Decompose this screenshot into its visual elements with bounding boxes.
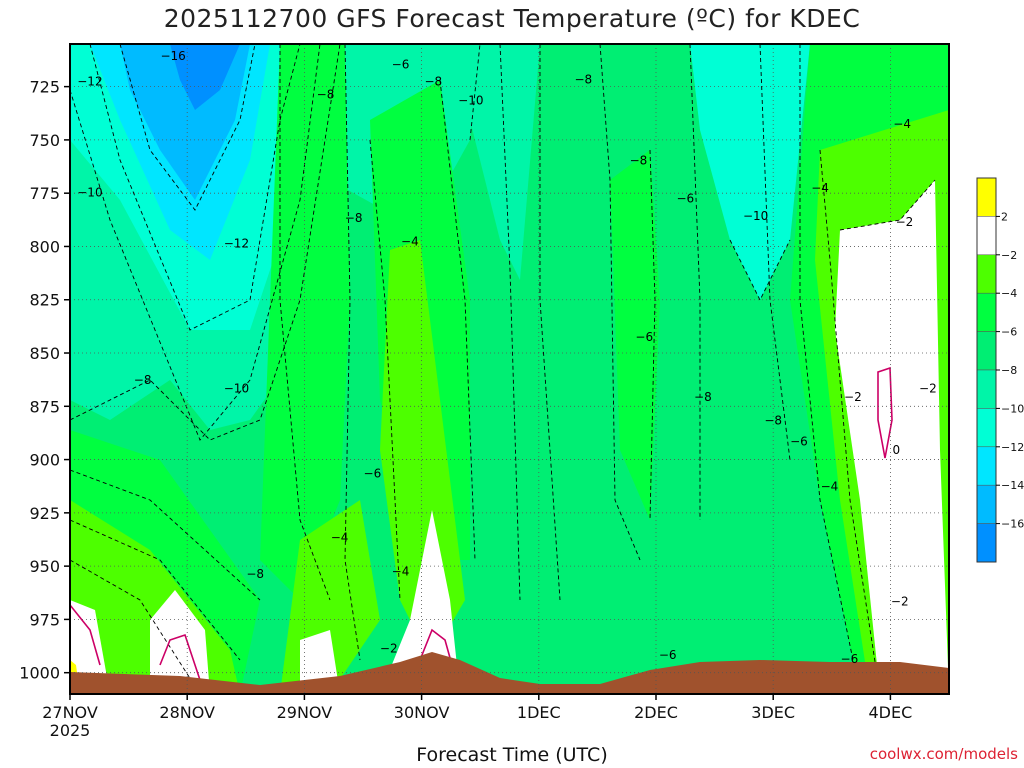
contour-label: −10 — [458, 94, 483, 108]
contour-label: −6 — [364, 467, 382, 481]
x-axis: 27NOV 28NOV 29NOV 30NOV 1DEC 2DEC 3DEC 4DEC 2025 — [42, 694, 912, 740]
y-tick-label: 725 — [29, 78, 60, 97]
colorbar-tick-label: −4 — [1001, 287, 1017, 300]
colorbar-swatch — [976, 408, 997, 448]
contour-label: −8 — [345, 211, 363, 225]
region-minus-6d — [610, 150, 660, 520]
y-tick-label: 875 — [29, 397, 60, 416]
contour-label: −6 — [841, 652, 859, 666]
contour-label: −8 — [694, 390, 712, 404]
contour-label: −4 — [331, 531, 349, 545]
contour-label: −12 — [224, 236, 249, 250]
x-axis-label: Forecast Time (UTC) — [416, 744, 608, 766]
contour-label: −6 — [659, 648, 677, 662]
y-tick-label: 1000 — [19, 664, 60, 683]
x-tick-label: 1DEC — [517, 703, 561, 722]
region-minus-4b — [380, 240, 465, 660]
y-tick-label: 850 — [29, 344, 60, 363]
contour-label: −8 — [134, 373, 152, 387]
colorbar-swatch — [976, 216, 997, 256]
x-tick-label: 28NOV — [159, 703, 215, 722]
contour-label: −4 — [811, 181, 829, 195]
contour-label: −10 — [77, 185, 102, 199]
region-minus-6a — [260, 44, 350, 600]
contour-label: −2 — [891, 594, 909, 608]
colorbar-tick-label: −16 — [1001, 518, 1024, 531]
grid-lines — [69, 44, 949, 694]
contour-label: −8 — [764, 413, 782, 427]
contour-label: −2 — [919, 381, 937, 395]
y-tick-label: 750 — [29, 131, 60, 150]
contour-label: −16 — [160, 49, 185, 63]
colorbar-legend: 2 −2 −4 −6 −8 −10 −12 −14 −16 — [976, 177, 1024, 563]
contour-label: −6 — [635, 330, 653, 344]
contour-label: −4 — [821, 479, 839, 493]
colorbar-tick-label: −8 — [1001, 364, 1017, 377]
x-tick-label: 29NOV — [277, 703, 333, 722]
colorbar-tick-label: −12 — [1001, 441, 1024, 454]
colorbar-swatch — [976, 254, 997, 294]
contour-label: −4 — [392, 565, 410, 579]
contour-label: −6 — [392, 57, 410, 71]
x-year-label: 2025 — [50, 721, 91, 740]
colorbar-swatch — [976, 484, 997, 524]
contour-label: −2 — [896, 215, 914, 229]
region-minus-12b — [690, 44, 810, 300]
contour-label: −2 — [844, 390, 862, 404]
colorbar-swatch — [976, 523, 997, 563]
region-minus-10b — [440, 44, 540, 280]
zero-contours — [70, 366, 893, 681]
y-tick-label: 925 — [29, 504, 60, 523]
colorbar-tick-label: 2 — [1001, 210, 1008, 223]
plot-area — [70, 44, 949, 694]
contour-label: −8 — [246, 567, 264, 581]
source-credit: coolwx.com/models — [869, 745, 1018, 763]
y-tick-label: 800 — [29, 237, 60, 256]
contour-label: 0 — [892, 443, 900, 457]
region-minus-2a — [835, 180, 949, 694]
contour-label: −10 — [224, 381, 249, 395]
contour-label: −4 — [893, 117, 911, 131]
region-minus-2c — [380, 510, 460, 694]
x-tick-label: 4DEC — [869, 703, 913, 722]
contour-label: −2 — [380, 641, 398, 655]
y-tick-label: 975 — [29, 610, 60, 629]
region-minus-2b — [150, 590, 210, 694]
colorbar-tick-label: −6 — [1001, 326, 1017, 339]
colorbar-tick-label: −10 — [1001, 402, 1024, 415]
y-axis: 725 750 775 800 825 850 875 900 925 950 975 1000 — [19, 78, 70, 683]
y-tick-label: 950 — [29, 557, 60, 576]
contour-label: −4 — [401, 234, 419, 248]
colorbar-swatch — [976, 331, 997, 371]
contour-label: −6 — [676, 192, 694, 206]
contour-label: −8 — [317, 87, 335, 101]
x-tick-label: 30NOV — [394, 703, 450, 722]
region-minus-2d — [70, 600, 110, 694]
colorbar-swatch — [976, 292, 997, 332]
contour-label: −10 — [743, 209, 768, 223]
x-tick-label: 3DEC — [751, 703, 795, 722]
colorbar-tick-label: −2 — [1001, 249, 1017, 262]
contour-labels: −16 −12 −10 −12 −10 −8 −8 −6 −8 −10 −8 −8 −8 −4 −6 −10 −… — [77, 49, 937, 666]
y-tick-label: 825 — [29, 291, 60, 310]
x-tick-label: 2DEC — [634, 703, 678, 722]
contour-label: −8 — [424, 74, 442, 88]
colorbar-tick-label: −14 — [1001, 479, 1024, 492]
chart-title: 2025112700 GFS Forecast Temperature (ºC)… — [163, 4, 861, 33]
colorbar-swatch — [976, 369, 997, 409]
contour-label: −8 — [630, 153, 648, 167]
plot-frame — [69, 43, 950, 695]
x-tick-label: 27NOV — [42, 703, 98, 722]
contour-label: −12 — [77, 74, 102, 88]
colorbar-swatch — [976, 446, 997, 486]
contour-lines — [70, 44, 936, 694]
y-tick-label: 775 — [29, 184, 60, 203]
colorbar-swatch — [976, 177, 997, 217]
y-tick-label: 900 — [29, 451, 60, 470]
contour-label: −6 — [790, 435, 808, 449]
contour-label: −8 — [574, 72, 592, 86]
ground-terrain — [70, 652, 949, 694]
